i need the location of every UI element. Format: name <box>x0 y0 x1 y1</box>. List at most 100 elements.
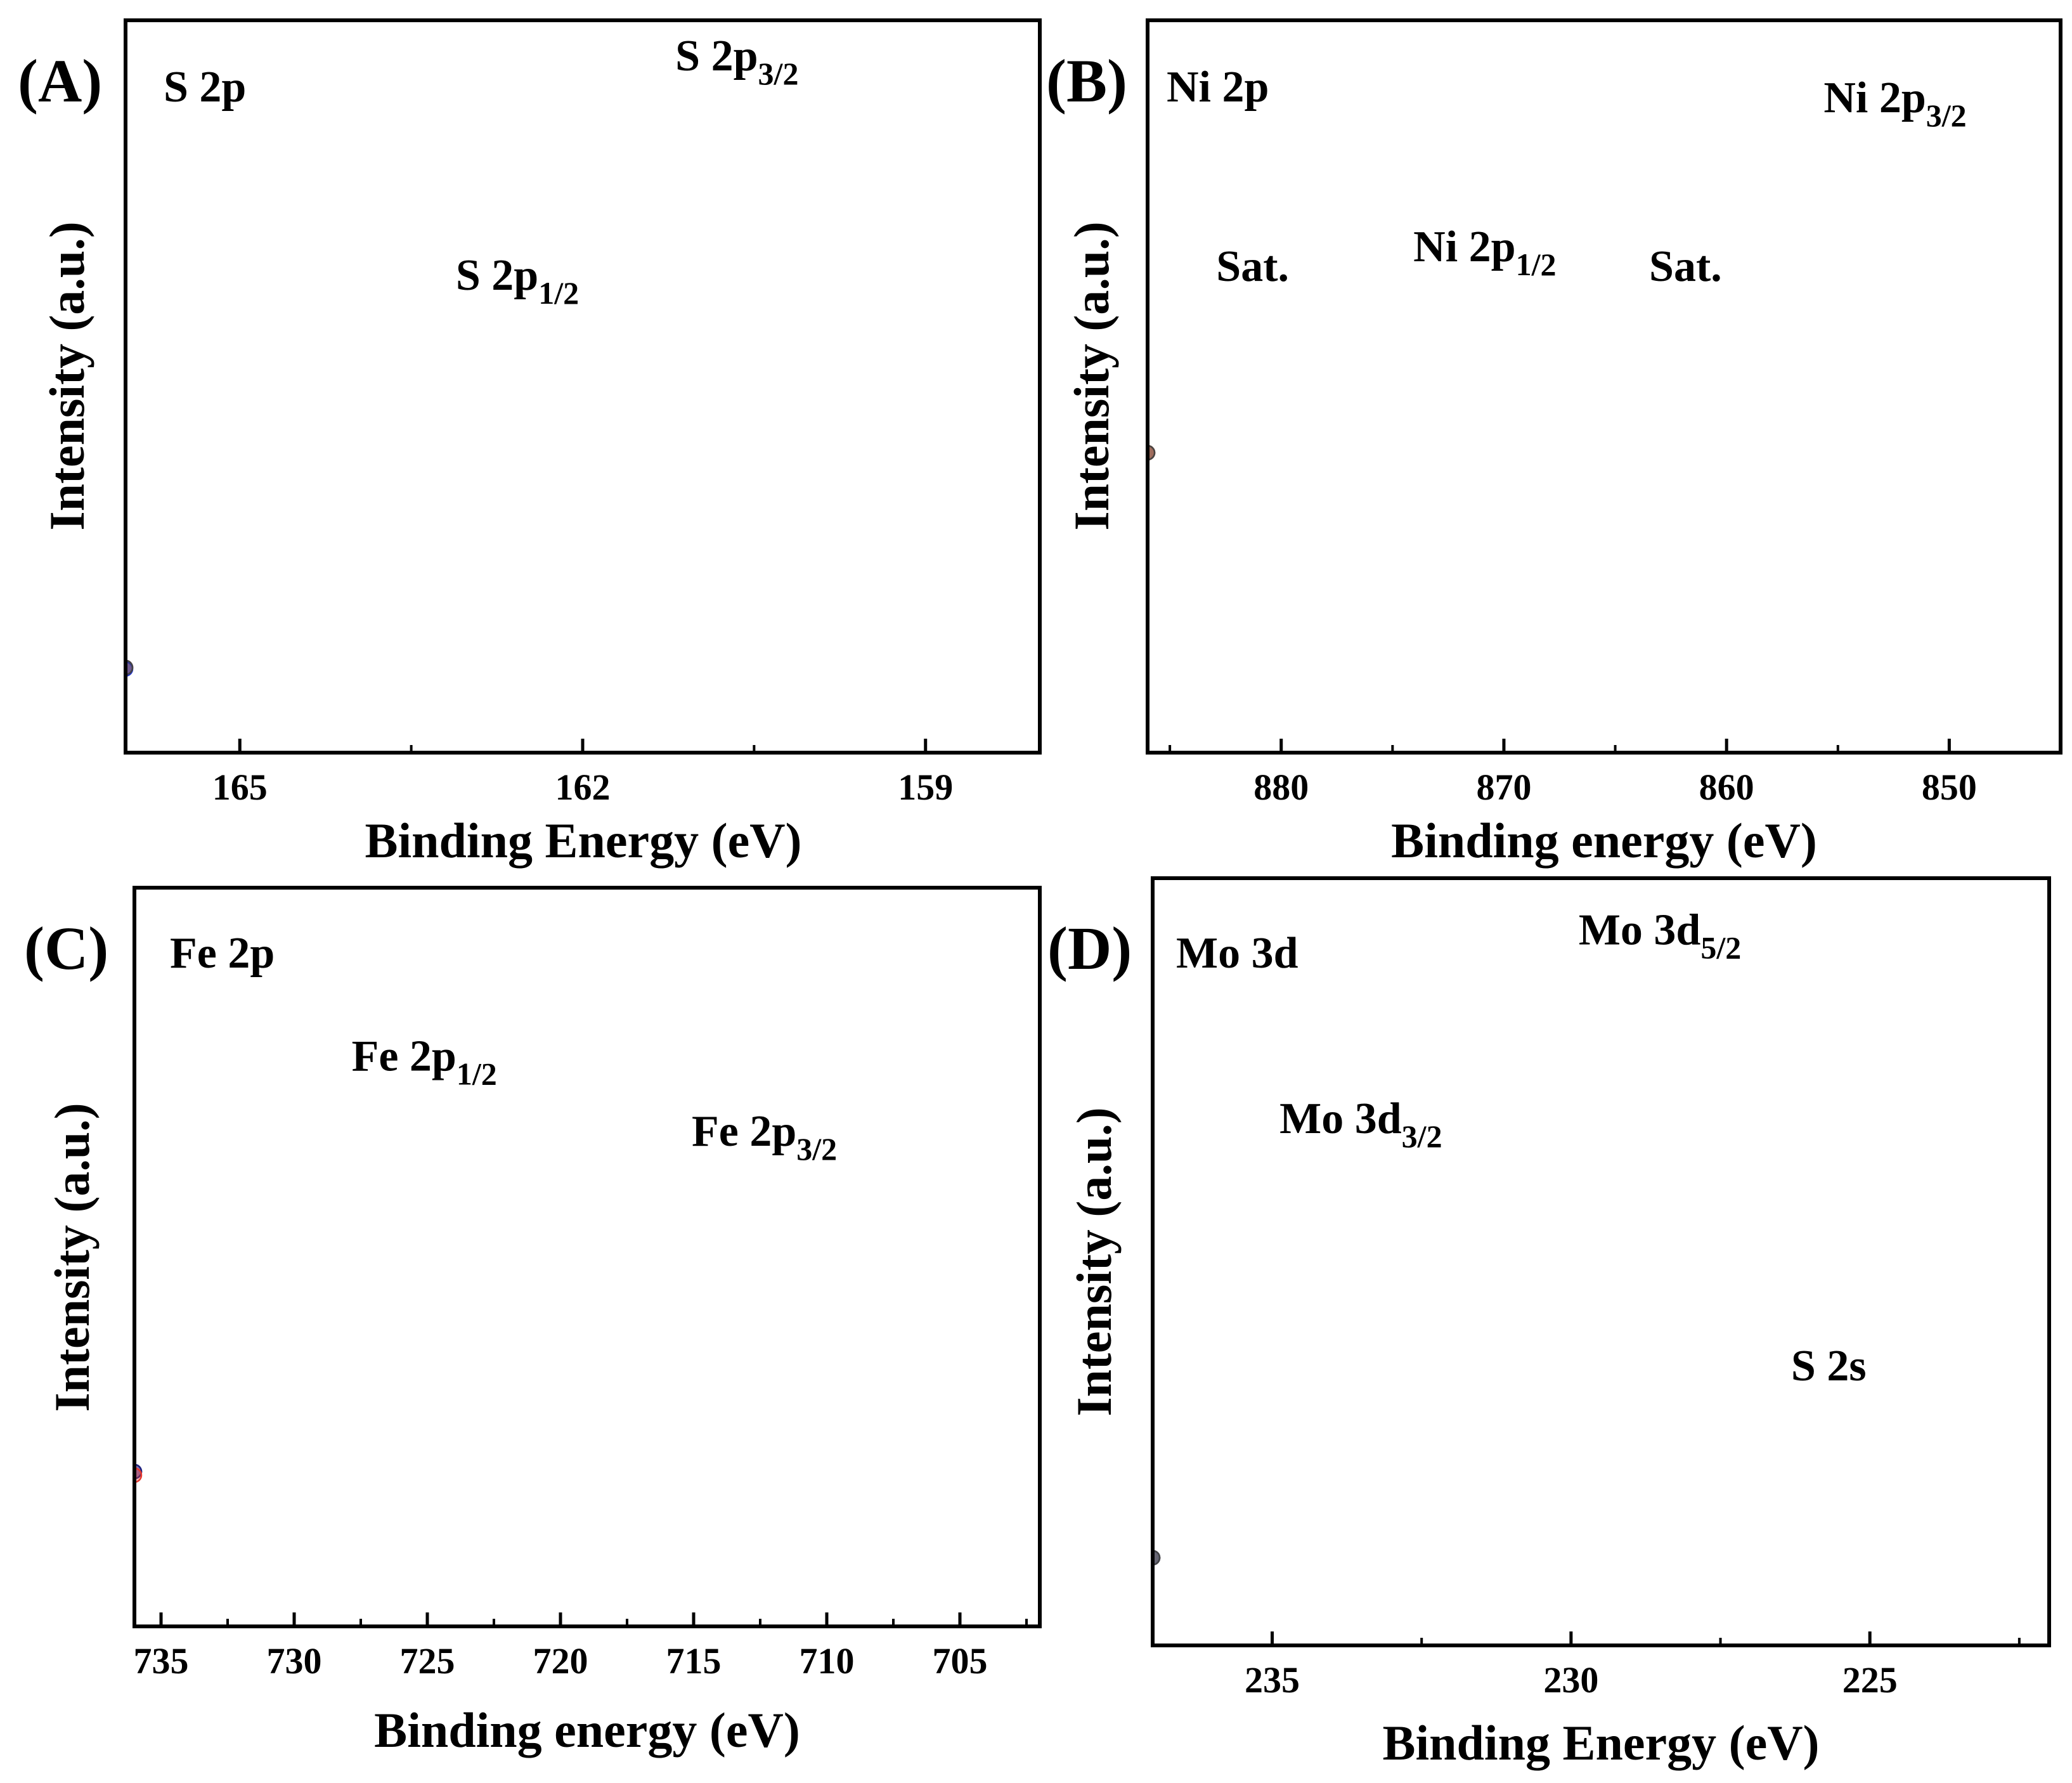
data-point <box>540 357 554 371</box>
data-point <box>620 1483 634 1497</box>
data-point <box>321 1586 335 1600</box>
data-point <box>929 455 943 469</box>
data-point <box>495 415 509 429</box>
x-tick-label: 225 <box>1842 1659 1898 1701</box>
data-point <box>668 1524 682 1538</box>
data-point <box>787 1558 801 1572</box>
data-point <box>919 1533 933 1546</box>
data-point <box>620 1563 634 1577</box>
data-point <box>488 1533 502 1546</box>
data-point <box>361 650 375 664</box>
peak-label-fe-2p-1-2: Fe 2p1/2 <box>352 1032 497 1091</box>
data-point <box>405 1591 418 1605</box>
data-point <box>651 469 664 483</box>
data-point <box>34 1465 48 1479</box>
data-point <box>372 526 386 540</box>
data-point <box>114 1465 128 1479</box>
data-point <box>896 374 910 388</box>
data-point <box>974 335 988 349</box>
series-line-satellite <box>235 333 1148 659</box>
data-point <box>562 536 576 550</box>
data-point <box>328 651 342 665</box>
data-point <box>728 496 742 510</box>
data-point <box>572 1574 586 1588</box>
data-point <box>272 650 286 664</box>
data-point <box>472 587 486 600</box>
data-point <box>811 1341 825 1355</box>
data-point <box>273 1601 287 1615</box>
series-line-raw <box>256 1018 1153 1608</box>
data-point <box>703 1488 717 1502</box>
data-point <box>417 171 431 185</box>
data-point <box>34 1465 48 1479</box>
data-point <box>249 1601 263 1615</box>
data-point <box>536 1578 550 1592</box>
data-point <box>1050 1548 1064 1562</box>
data-point <box>73 662 87 676</box>
data-point <box>328 652 342 666</box>
data-point <box>392 1589 406 1603</box>
data-point <box>1110 1551 1123 1565</box>
data-point <box>966 1541 980 1555</box>
data-point <box>1074 1548 1088 1562</box>
data-point <box>644 1567 657 1581</box>
data-point <box>309 1597 323 1611</box>
series-points-fit-envelope <box>249 1341 1161 1615</box>
data-point <box>239 652 253 666</box>
data-point <box>668 1566 682 1579</box>
data-point <box>61 1479 75 1493</box>
data-point <box>306 652 320 666</box>
data-point <box>874 465 888 479</box>
data-point <box>896 461 910 475</box>
data-point <box>500 1517 514 1531</box>
data-point <box>1118 446 1132 460</box>
data-point <box>484 529 498 543</box>
data-point <box>811 1341 825 1355</box>
data-point <box>595 525 609 539</box>
data-point <box>317 652 331 666</box>
data-point <box>439 250 453 264</box>
series-line-raw <box>235 178 1148 658</box>
data-point <box>428 603 442 617</box>
data-point <box>48 1465 62 1479</box>
plot-frame <box>1146 18 2062 755</box>
data-point <box>405 1522 418 1536</box>
data-point <box>851 345 865 359</box>
data-point <box>540 545 554 559</box>
data-point <box>740 494 754 508</box>
data-point <box>345 1568 359 1582</box>
data-point <box>718 496 732 510</box>
data-point <box>417 626 431 640</box>
data-point <box>27 659 41 673</box>
data-point <box>562 326 576 340</box>
data-point <box>847 1474 861 1488</box>
data-point <box>811 1557 825 1571</box>
data-point <box>584 1156 598 1170</box>
series-line-fit-envelope <box>235 178 1148 658</box>
data-point <box>774 379 787 392</box>
data-point <box>39 657 53 671</box>
data-point <box>62 658 75 671</box>
data-point <box>540 328 554 342</box>
data-point <box>763 1559 777 1572</box>
data-point <box>952 332 966 346</box>
data-point <box>228 652 242 666</box>
data-point <box>4 655 18 669</box>
x-tick-label: 725 <box>400 1640 455 1682</box>
data-point <box>618 425 631 439</box>
data-point <box>101 1465 115 1479</box>
data-point <box>261 652 275 666</box>
data-point <box>417 1523 431 1537</box>
data-point <box>62 658 75 671</box>
data-point <box>696 495 709 509</box>
data-point <box>283 651 297 665</box>
data-point <box>784 340 798 354</box>
data-point <box>718 496 732 510</box>
data-point <box>763 1248 777 1262</box>
data-point <box>21 1465 35 1479</box>
data-point <box>328 649 342 663</box>
data-point <box>0 654 7 668</box>
data-point <box>550 533 564 547</box>
data-point <box>796 482 810 496</box>
data-point <box>50 658 64 671</box>
